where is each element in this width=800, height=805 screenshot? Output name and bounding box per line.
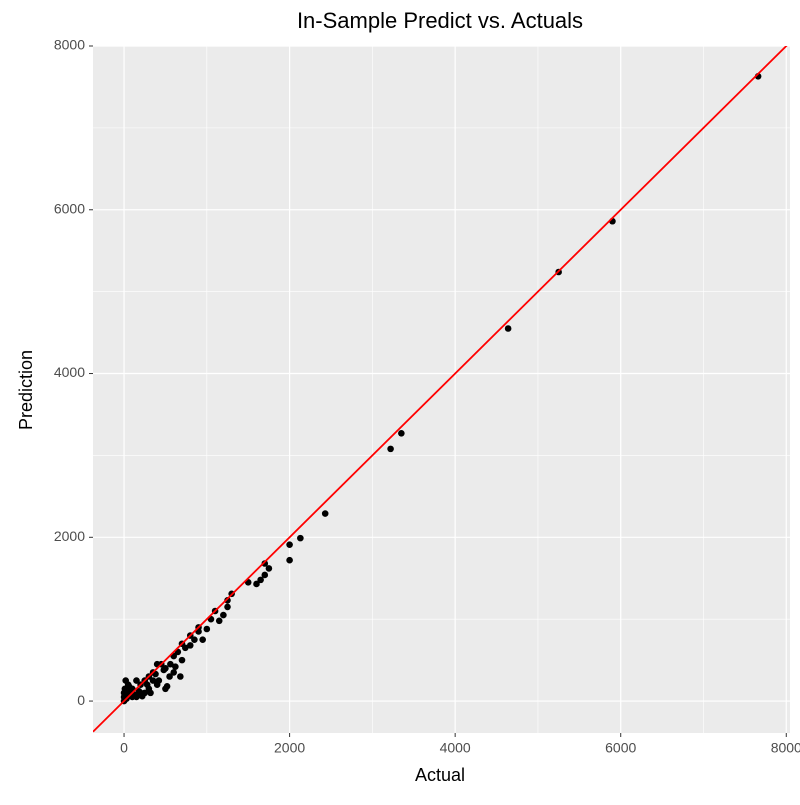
- point: [398, 430, 405, 437]
- y-tick-label: 4000: [54, 364, 85, 380]
- point: [149, 677, 157, 684]
- point: [224, 603, 231, 611]
- point: [167, 660, 174, 668]
- point: [203, 625, 211, 633]
- point: [122, 677, 129, 684]
- x-axis-title: Actual: [415, 765, 465, 785]
- plot-area: [93, 46, 788, 733]
- point: [177, 673, 184, 680]
- point: [147, 689, 154, 697]
- y-tick-label: 8000: [54, 37, 85, 53]
- point: [261, 571, 269, 579]
- point: [155, 677, 163, 684]
- x-tick-label: 0: [120, 740, 128, 756]
- point: [297, 534, 304, 542]
- point: [253, 580, 260, 588]
- point: [181, 644, 189, 652]
- y-axis-title: Prediction: [16, 350, 36, 430]
- point: [135, 687, 143, 695]
- point: [186, 642, 194, 649]
- point: [286, 541, 293, 548]
- point: [220, 611, 227, 619]
- x-tick-label: 4000: [440, 740, 471, 756]
- point: [265, 565, 273, 572]
- point: [224, 597, 231, 604]
- point: [172, 663, 179, 670]
- point: [143, 681, 151, 688]
- point: [261, 560, 269, 567]
- point: [257, 576, 264, 584]
- point: [286, 556, 293, 564]
- point: [321, 510, 329, 517]
- x-tick-label: 2000: [274, 740, 305, 756]
- point: [133, 677, 140, 684]
- y-tick-label: 0: [77, 692, 85, 708]
- point: [504, 325, 512, 332]
- x-tick-label: 8000: [771, 740, 800, 756]
- chart-title: In-Sample Predict vs. Actuals: [297, 8, 583, 33]
- point: [191, 636, 198, 643]
- point: [178, 656, 186, 664]
- reference-line: [93, 46, 788, 733]
- x-tick-label: 6000: [605, 740, 636, 756]
- point: [166, 673, 173, 680]
- point: [199, 636, 206, 643]
- y-tick-label: 6000: [54, 200, 85, 216]
- point: [215, 617, 223, 625]
- point: [170, 669, 178, 676]
- y-tick-label: 2000: [54, 528, 85, 544]
- point: [138, 692, 146, 700]
- point: [163, 683, 171, 690]
- point: [387, 445, 394, 453]
- point: [160, 666, 168, 674]
